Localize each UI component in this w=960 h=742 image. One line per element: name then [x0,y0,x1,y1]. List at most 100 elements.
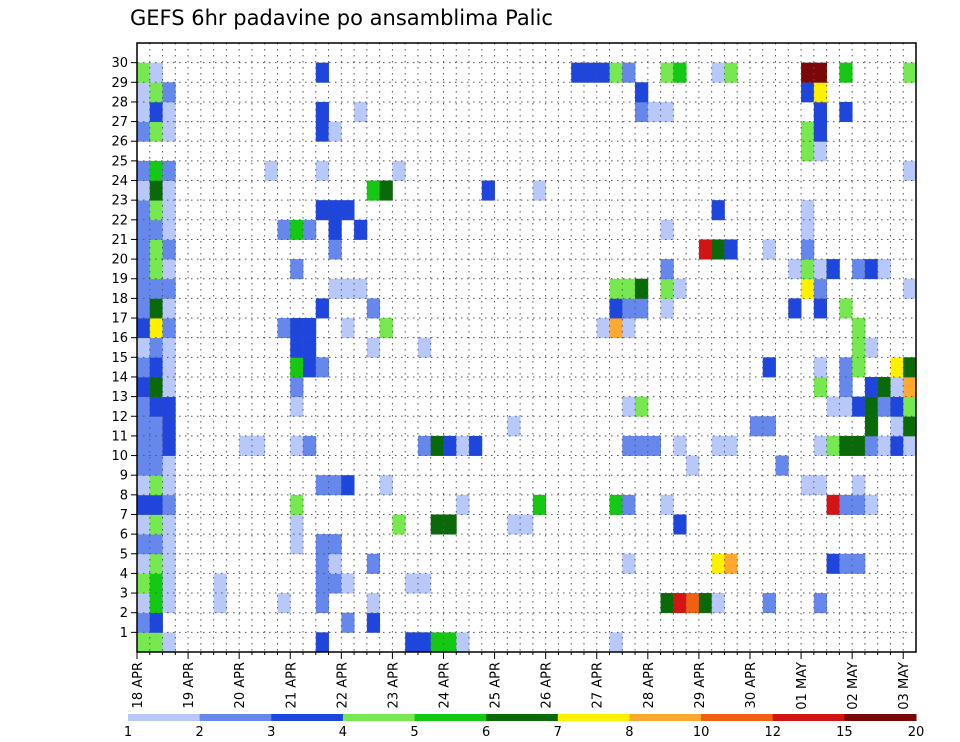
heatmap-cell [571,62,585,83]
heatmap-cell [290,259,304,280]
heatmap-cell [303,435,317,456]
heatmap-cell [149,553,163,574]
heatmap-cell [635,82,649,103]
heatmap-cell [149,82,163,103]
heatmap-cell [149,514,163,535]
colorbar-label: 4 [339,725,347,740]
heatmap-cell [430,632,444,653]
heatmap-cell [328,475,342,496]
y-tick-label: 29 [111,76,128,91]
heatmap-cell [864,376,879,398]
heatmap-cell [162,337,176,358]
heatmap-cell [877,376,891,398]
heatmap-cell [137,573,151,594]
heatmap-cell [826,396,840,417]
y-tick-label: 20 [111,253,128,268]
heatmap-cell [277,318,291,339]
heatmap-cell [354,101,368,122]
heatmap-cell [813,141,828,162]
heatmap-cell [430,514,444,535]
heatmap-cell [328,553,342,574]
heatmap-cell [877,435,891,456]
heatmap-cell [507,416,521,437]
grid [137,43,916,652]
heatmap-cell [813,376,828,398]
heatmap-cell [315,534,329,555]
heatmap-cell [392,160,406,181]
heatmap-cell [852,357,866,378]
heatmap-cell [583,62,598,83]
y-tick-label: 10 [111,449,128,464]
heatmap-cell [149,612,163,633]
heatmap-cell [890,357,904,378]
heatmap-cell [711,200,725,221]
heatmap-cell [813,278,828,299]
heatmap-cell [609,278,623,299]
colorbar-label: 20 [908,725,925,740]
heatmap-cell [762,593,776,614]
heatmap-cell [379,180,393,201]
heatmap-cell [622,298,636,319]
heatmap-cell [903,278,917,299]
heatmap-cell [149,573,163,594]
heatmap-cell [635,101,649,122]
heatmap-cell [864,435,879,456]
heatmap-cell [903,62,917,83]
heatmap-cell [801,259,815,280]
heatmap-cell [315,632,329,653]
heatmap-cell [801,475,815,496]
heatmap-cell [149,337,163,358]
heatmap-cell [328,278,342,299]
heatmap-cell [149,593,163,614]
heatmap-cell [162,121,176,142]
heatmap-cell [762,416,776,437]
heatmap-cell [149,101,163,122]
x-tick-label: 03 MAY [897,662,912,710]
heatmap-cell [801,62,815,83]
colorbar-swatch [414,714,487,721]
heatmap-cell [864,494,879,515]
heatmap-cell [149,494,163,515]
heatmap-cell [213,573,227,594]
heatmap-cell [456,632,470,653]
heatmap-cell [698,593,713,614]
colorbar-label: 3 [267,725,275,740]
heatmap-cell [290,219,304,240]
heatmap-cell [698,239,713,260]
y-tick-label: 17 [111,312,128,327]
heatmap-cell [162,200,176,221]
y-tick-label: 28 [111,95,128,110]
colorbar-swatch [701,714,774,721]
colorbar-label: 15 [836,725,853,740]
heatmap-cell [813,298,828,319]
heatmap-cell [277,219,291,240]
heatmap-cell [315,101,329,122]
heatmap-cell [839,357,853,378]
heatmap-cell [622,318,636,339]
heatmap-cell [711,239,725,260]
heatmap-cell [137,219,151,240]
heatmap-cell [724,553,738,574]
heatmap-cell [137,239,151,260]
heatmap-cell [315,62,329,83]
x-tick-label: 23 APR [386,662,401,708]
heatmap-cell [290,396,304,417]
heatmap-cell [149,278,163,299]
heatmap-cell [839,101,853,122]
colorbar-label: 2 [195,725,203,740]
heatmap-cell [852,435,866,456]
heatmap-cell [392,514,406,535]
heatmap-cell [609,298,623,319]
heatmap-cell [162,534,176,555]
heatmap-cell [341,278,355,299]
heatmap-cell [149,160,163,181]
heatmap-cell [290,337,304,358]
heatmap-cell [137,593,151,614]
heatmap-cell [328,121,342,142]
heatmap-cell [622,62,636,83]
heatmap-cell [813,475,828,496]
heatmap-cell [813,593,828,614]
heatmap-cell [137,632,151,653]
heatmap-cell [137,475,151,496]
heatmap-cell [839,553,853,574]
